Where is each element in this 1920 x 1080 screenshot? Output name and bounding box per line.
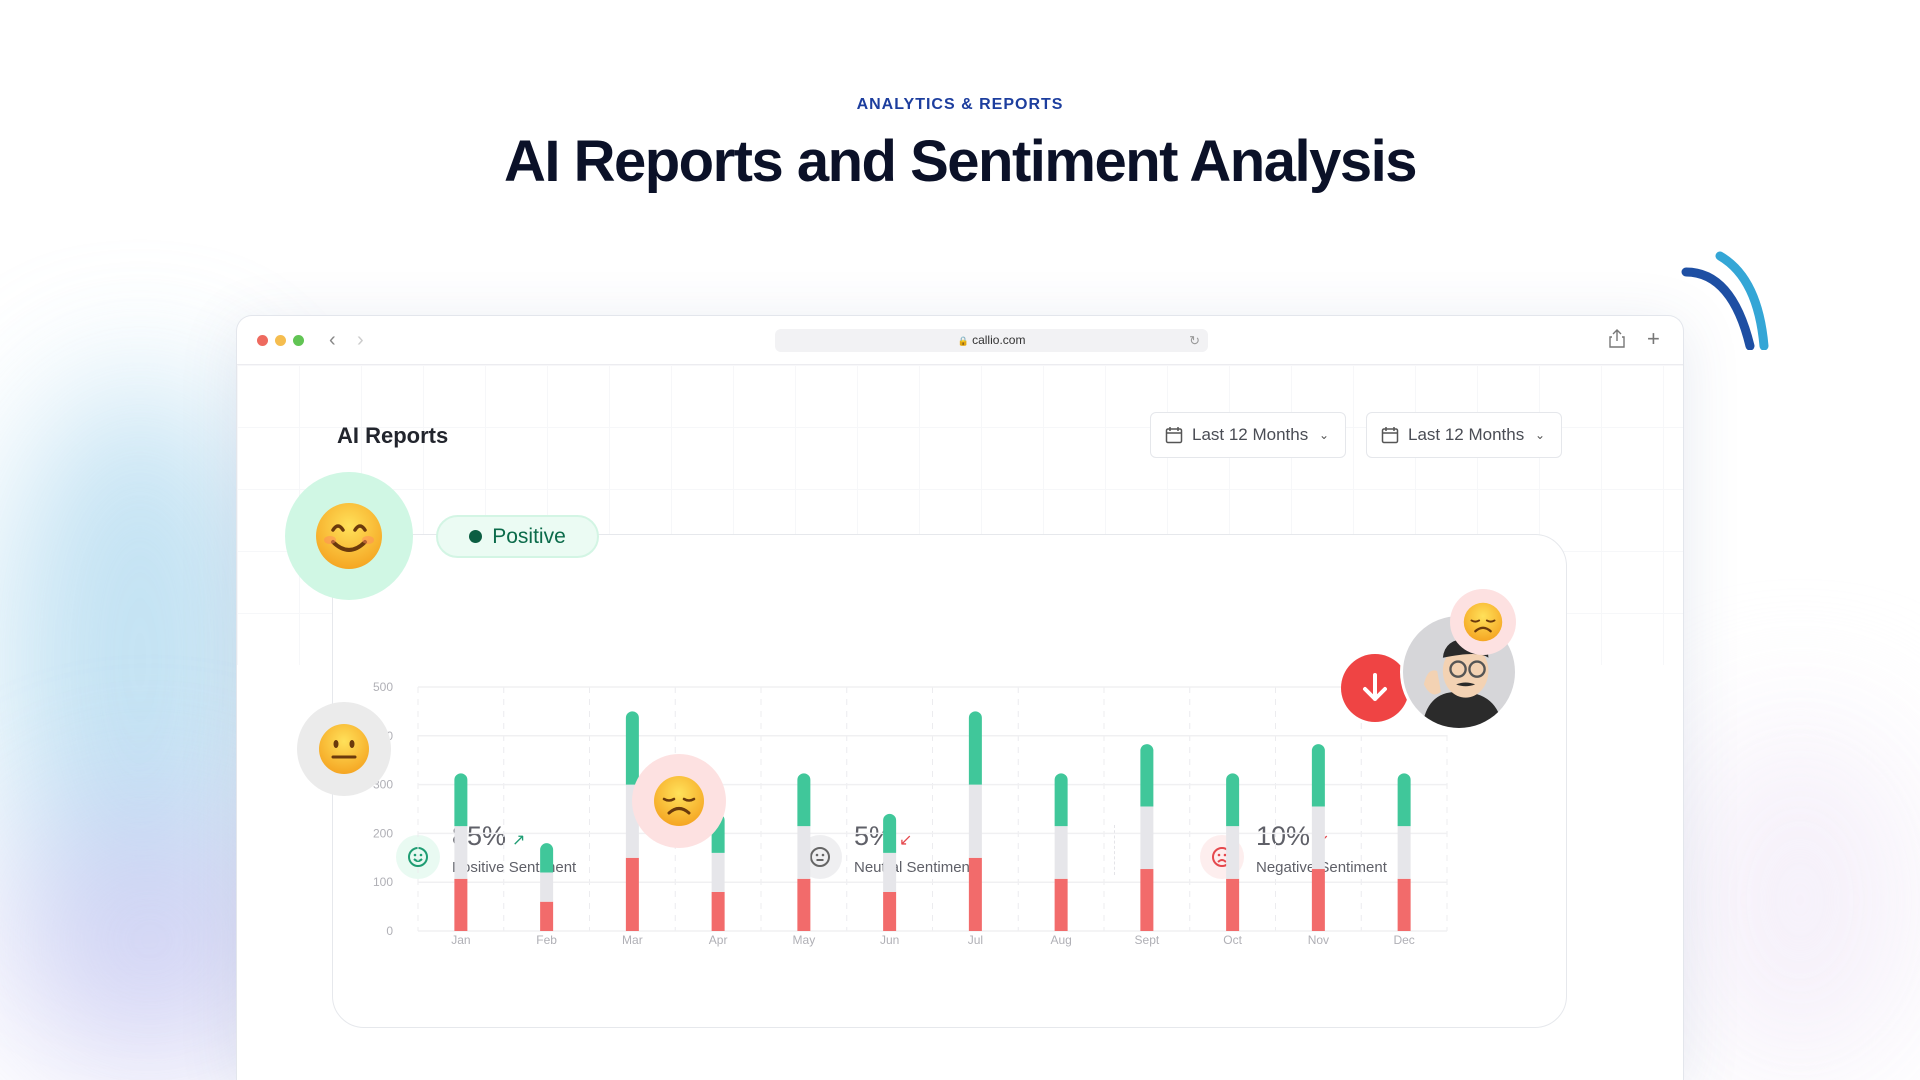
bar-segment bbox=[625, 857, 639, 931]
bar-segment bbox=[1054, 773, 1068, 827]
lock-icon: 🔒 bbox=[957, 336, 969, 346]
x-tick-label: Dec bbox=[1393, 933, 1414, 947]
bar-segment bbox=[968, 711, 982, 785]
arrow-down-icon bbox=[1363, 673, 1387, 701]
bar-segment bbox=[1397, 878, 1411, 931]
bar-segment bbox=[540, 872, 554, 902]
close-window-button[interactable] bbox=[257, 335, 268, 346]
calendar-icon bbox=[1381, 427, 1399, 444]
trend-up-icon: ↗ bbox=[512, 832, 526, 849]
bar-segment bbox=[625, 711, 639, 785]
status-dot bbox=[469, 530, 483, 543]
neutral-emoji-bubble bbox=[297, 702, 391, 796]
bar-segment bbox=[1226, 826, 1240, 879]
bar-segment bbox=[1311, 744, 1325, 807]
signal-arcs-decoration bbox=[1681, 251, 1769, 350]
x-tick-label: Jul bbox=[968, 933, 983, 947]
bar-segment bbox=[540, 843, 554, 873]
bar-segment bbox=[1397, 773, 1411, 827]
date-range-dropdown-1[interactable]: Last 12 Months ⌄ bbox=[1150, 412, 1346, 458]
bar-segment bbox=[883, 852, 897, 892]
bar-segment bbox=[797, 826, 811, 879]
y-tick-label: 0 bbox=[386, 924, 393, 938]
bar-segment bbox=[968, 857, 982, 931]
bar-segment bbox=[883, 891, 897, 931]
bar-segment bbox=[1226, 878, 1240, 931]
bar-segment bbox=[711, 891, 725, 931]
calendar-icon bbox=[1165, 427, 1183, 444]
y-tick-label: 500 bbox=[373, 680, 393, 694]
background-blur-pink bbox=[1680, 720, 1920, 1080]
x-tick-label: Mar bbox=[622, 933, 643, 947]
disappointed-face-emoji bbox=[1463, 602, 1503, 642]
smiling-face-emoji bbox=[316, 503, 382, 569]
section-eyebrow: ANALYTICS & REPORTS bbox=[856, 96, 1064, 113]
section-title: AI Reports and Sentiment Analysis bbox=[503, 129, 1418, 194]
small-sad-emoji-bubble bbox=[1450, 589, 1516, 655]
bar-segment bbox=[454, 773, 468, 827]
chevron-down-icon: ⌄ bbox=[1534, 428, 1545, 442]
bar-segment bbox=[454, 826, 468, 879]
maximize-window-button[interactable] bbox=[293, 335, 304, 346]
bar-segment bbox=[797, 773, 811, 827]
bar-segment bbox=[454, 878, 468, 931]
bar-segment bbox=[797, 878, 811, 931]
forward-icon[interactable]: › bbox=[357, 329, 364, 351]
y-tick-label: 200 bbox=[373, 826, 393, 840]
bar-segment bbox=[711, 852, 725, 892]
sentiment-card: 85% ↗ Positive Sentiment 5% ↙ Neutral Sent… bbox=[332, 534, 1567, 1028]
browser-window: ‹ › 🔒 callio.com ↻ + AI Reports Last 12 … bbox=[236, 315, 1684, 1080]
minimize-window-button[interactable] bbox=[275, 335, 286, 346]
url-text: callio.com bbox=[972, 333, 1026, 347]
bar-segment bbox=[540, 901, 554, 931]
disappointed-face-emoji bbox=[654, 776, 704, 826]
x-tick-label: Nov bbox=[1308, 933, 1329, 947]
browser-toolbar: ‹ › 🔒 callio.com ↻ + bbox=[237, 316, 1683, 365]
x-tick-label: May bbox=[793, 933, 816, 947]
divider bbox=[1114, 825, 1115, 875]
trend-down-icon: ↙ bbox=[899, 832, 913, 849]
x-tick-label: Apr bbox=[709, 933, 728, 947]
x-tick-label: Feb bbox=[536, 933, 557, 947]
sad-emoji-bubble bbox=[632, 754, 726, 848]
back-icon[interactable]: ‹ bbox=[329, 329, 336, 351]
bar-segment bbox=[1311, 806, 1325, 870]
bar-segment bbox=[1397, 826, 1411, 879]
down-arrow-badge bbox=[1341, 654, 1409, 722]
bar-segment bbox=[1226, 773, 1240, 827]
bar-segment bbox=[1311, 869, 1325, 931]
x-tick-label: Aug bbox=[1050, 933, 1071, 947]
bar-segment bbox=[1140, 806, 1154, 870]
y-tick-label: 100 bbox=[373, 875, 393, 889]
share-icon[interactable] bbox=[1609, 328, 1625, 353]
x-tick-label: Jan bbox=[451, 933, 470, 947]
chevron-down-icon: ⌄ bbox=[1318, 428, 1329, 442]
x-tick-label: Oct bbox=[1223, 933, 1242, 947]
bar-segment bbox=[1140, 744, 1154, 807]
memoji-avatar bbox=[1421, 638, 1503, 728]
page-title: AI Reports bbox=[337, 423, 449, 448]
dropdown-label: Last 12 Months bbox=[1408, 425, 1525, 444]
x-tick-label: Jun bbox=[880, 933, 899, 947]
bar-segment bbox=[883, 813, 897, 853]
sentiment-stacked-bar-chart: 0100200300400500JanFebMarAprMayJunJulAug… bbox=[373, 680, 1448, 947]
sentiment-badge: Positive bbox=[436, 515, 599, 558]
positive-emoji-bubble bbox=[285, 472, 413, 600]
stat-value: 10% bbox=[1256, 821, 1311, 851]
bar-segment bbox=[1140, 869, 1154, 931]
bar-segment bbox=[1054, 878, 1068, 931]
bar-segment bbox=[968, 784, 982, 858]
reload-icon[interactable]: ↻ bbox=[1189, 333, 1200, 348]
bar-segment bbox=[1054, 826, 1068, 879]
x-tick-label: Sept bbox=[1135, 933, 1160, 947]
neutral-face-emoji bbox=[319, 724, 369, 774]
dropdown-label: Last 12 Months bbox=[1192, 425, 1309, 444]
date-range-dropdown-2[interactable]: Last 12 Months ⌄ bbox=[1366, 412, 1562, 458]
badge-label: Positive bbox=[492, 524, 566, 548]
new-tab-icon[interactable]: + bbox=[1647, 326, 1660, 351]
address-bar[interactable]: 🔒 callio.com ↻ bbox=[775, 329, 1208, 352]
